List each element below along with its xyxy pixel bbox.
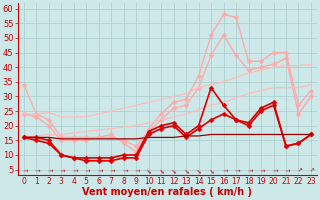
Text: ↗: ↗ [70, 167, 77, 175]
Text: ↗: ↗ [245, 167, 252, 175]
Text: ↗: ↗ [270, 167, 277, 175]
Text: →: → [195, 167, 202, 175]
Text: ↗: ↗ [45, 167, 52, 175]
Text: ↗: ↗ [83, 167, 90, 175]
Text: ↗: ↗ [220, 167, 227, 175]
Text: ↗: ↗ [257, 167, 265, 175]
Text: ↗: ↗ [132, 167, 140, 175]
Text: ↗: ↗ [232, 167, 240, 175]
Text: →: → [157, 167, 165, 175]
Text: ↗: ↗ [58, 167, 65, 175]
Text: ↗: ↗ [20, 167, 28, 175]
Text: →: → [170, 167, 177, 175]
Text: ↗: ↗ [282, 167, 290, 175]
Text: →: → [207, 167, 215, 175]
Text: ↑: ↑ [307, 167, 315, 175]
Text: ↗: ↗ [95, 167, 102, 175]
Text: ↗: ↗ [33, 167, 40, 175]
X-axis label: Vent moyen/en rafales ( km/h ): Vent moyen/en rafales ( km/h ) [82, 187, 252, 197]
Text: →: → [182, 167, 190, 175]
Text: ↑: ↑ [295, 167, 302, 175]
Text: ↗: ↗ [120, 167, 127, 175]
Text: ↗: ↗ [108, 167, 115, 175]
Text: →: → [145, 167, 152, 175]
